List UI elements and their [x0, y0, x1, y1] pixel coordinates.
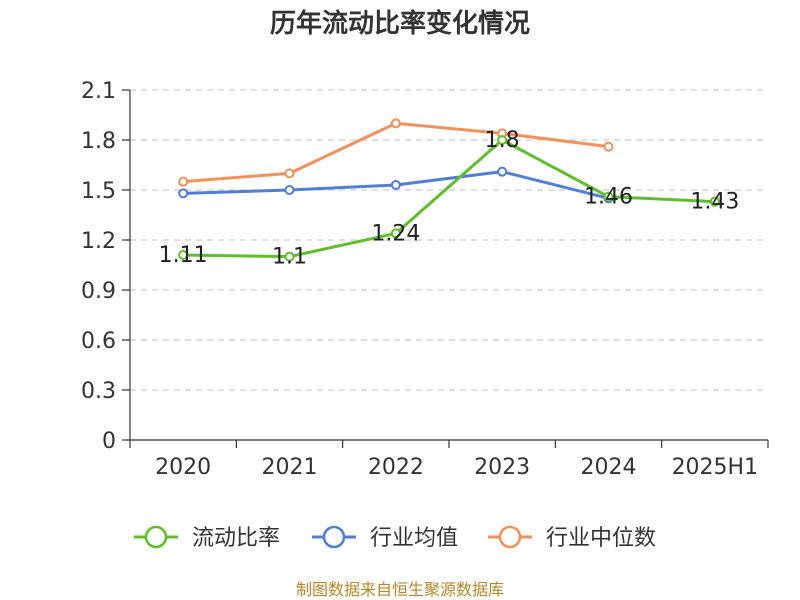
series-0 [178, 135, 720, 262]
y-tick-label-1: 0.3 [81, 379, 116, 404]
data-label-4: 1.46 [584, 185, 633, 210]
legend-marker-0 [144, 525, 168, 549]
x-tick-label-2025H1: 2025H1 [672, 455, 759, 480]
legend-marker-2 [498, 525, 522, 549]
data-point-1-2[interactable] [390, 180, 401, 190]
data-point-0-3[interactable] [497, 135, 508, 145]
y-tick-label-2: 0.6 [81, 329, 116, 354]
data-point-0-1[interactable] [284, 251, 295, 262]
data-point-0-0[interactable] [178, 250, 189, 260]
series-line-0 [183, 138, 715, 259]
axes: 0 0.3 0.6 0.9 1.2 1.5 1.8 2.1 2020 2021 2022 2023 20… [81, 79, 769, 480]
data-point-1-3[interactable] [497, 166, 508, 177]
x-tick-label-2023: 2023 [474, 455, 530, 480]
data-point-0-2[interactable] [390, 228, 401, 239]
x-tick-label-2020: 2020 [155, 455, 211, 480]
data-point-0-5[interactable] [709, 196, 720, 207]
data-point-0-4[interactable] [603, 191, 614, 202]
gridlines [130, 89, 768, 391]
y-tick-label-7: 2.1 [81, 79, 116, 104]
y-tick-label-0: 0 [102, 429, 116, 454]
series-layer [178, 118, 720, 262]
data-point-1-1[interactable] [284, 185, 295, 195]
x-tick-label-2024: 2024 [581, 455, 637, 480]
x-tick-label-2022: 2022 [368, 455, 424, 480]
data-label-1: 1.1 [272, 245, 307, 270]
series-2 [178, 118, 614, 187]
data-label-5: 1.43 [690, 190, 739, 215]
legend-label-0: 流动比率 [192, 526, 280, 551]
data-point-2-1[interactable] [284, 168, 295, 179]
legend-marker-1 [322, 525, 346, 549]
legend[interactable]: 流动比率 行业均值 行业中位数 [134, 525, 656, 551]
source-note: 制图数据来自恒生聚源数据库 [296, 580, 504, 599]
legend-item-1[interactable]: 行业均值 [312, 525, 458, 551]
legend-label-2: 行业中位数 [546, 526, 656, 551]
data-labels: 1.11 1.1 1.24 1.8 1.46 1.43 [159, 128, 740, 270]
data-point-2-2[interactable] [390, 118, 401, 129]
y-tick-label-6: 1.8 [81, 129, 116, 154]
legend-item-0[interactable]: 流动比率 [134, 525, 280, 551]
y-tick-label-5: 1.5 [81, 179, 116, 204]
data-point-1-0[interactable] [178, 188, 189, 199]
series-1 [178, 166, 614, 204]
y-tick-label-4: 1.2 [81, 229, 116, 254]
data-label-3: 1.8 [485, 128, 520, 153]
legend-item-2[interactable]: 行业中位数 [488, 525, 656, 551]
series-line-2 [183, 121, 609, 184]
y-tick-label-3: 0.9 [81, 279, 116, 304]
data-label-2: 1.24 [371, 221, 420, 246]
x-tick-label-2021: 2021 [262, 455, 318, 480]
data-point-2-0[interactable] [178, 176, 189, 187]
legend-label-1: 行业均值 [370, 526, 458, 551]
data-label-0: 1.11 [159, 243, 208, 268]
chart-title: 历年流动比率变化情况 [270, 8, 530, 39]
data-point-2-4[interactable] [603, 141, 614, 152]
